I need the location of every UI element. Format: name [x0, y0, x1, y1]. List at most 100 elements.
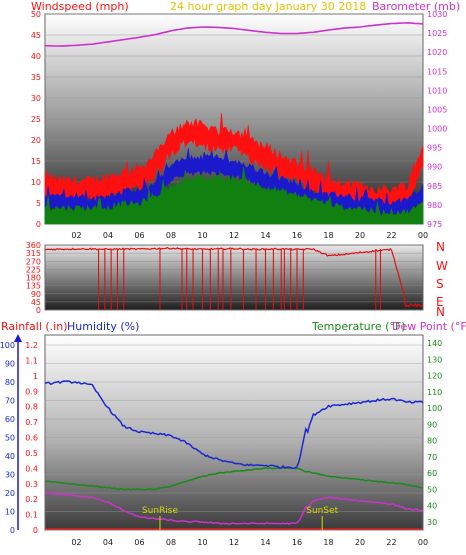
temperature-tick-label: 90 [427, 420, 437, 429]
wind-series [44, 21, 424, 225]
humidity-x-tick-label: 20 [355, 538, 365, 547]
wind-tick-label: 45 [31, 31, 41, 40]
humidity-x-tick-label: 10 [197, 538, 207, 547]
humidity-tick-label: 30 [5, 471, 15, 480]
barometer-tick-label: 995 [427, 144, 442, 153]
wind-tick-label: 10 [31, 178, 41, 187]
rainfall-tick-label: 0.9 [25, 387, 38, 396]
barometer-tick-label: 985 [427, 182, 442, 191]
humidity-plot-background [44, 334, 424, 531]
wind-tick-label: 25 [31, 115, 41, 124]
barometer-tick-label: 1000 [427, 125, 447, 134]
direction-tick-label: 90 [31, 290, 41, 299]
rainfall-axis-arrow [14, 334, 22, 342]
wind-tick-label: 50 [31, 10, 41, 19]
temperature-axis-title: Temperature (°F) [311, 320, 406, 333]
rainfall-tick-label: 0.3 [25, 480, 38, 489]
humidity-tick-label: 20 [5, 489, 15, 498]
humidity-series: SunRise SunSet [44, 380, 424, 530]
humidity-panel: 0 0.1 0.2 0.3 0.4 0.5 0.6 0.7 0.8 0.9 1 1.1 1.2 0 10 2… [0, 320, 466, 547]
wind-x-tick-label: 20 [355, 231, 365, 240]
barometer-series [44, 21, 424, 47]
temperature-axis-ticks: 30 40 50 60 70 80 90 100 110 120 130 140 [427, 339, 442, 527]
humidity-x-tick-label: 18 [323, 538, 333, 547]
wind-x-tick-label: 04 [103, 231, 113, 240]
humidity-tick-label: 70 [5, 397, 15, 406]
barometer-axis-title: Barometer (mb) [372, 0, 460, 13]
wind-x-tick-label: 08 [166, 231, 176, 240]
direction-tick-label: 180 [26, 274, 41, 283]
direction-grid [45, 244, 423, 311]
temperature-tick-label: 60 [427, 469, 437, 478]
windspeed-axis-title: Windspeed (mph) [31, 0, 129, 13]
rainfall-tick-label: 0.6 [25, 434, 38, 443]
temperature-tick-label: 40 [427, 502, 437, 511]
barometer-tick-label: 1005 [427, 105, 447, 114]
temperature-tick-label: 30 [427, 518, 437, 527]
humidity-tick-label: 50 [5, 434, 15, 443]
dewpoint-axis-title: Dew Point (°F) [392, 320, 466, 333]
temperature-tick-label: 100 [427, 404, 442, 413]
chart-date-title: 24 hour graph day January 30 2018 [170, 0, 366, 13]
direction-tick-label: 360 [26, 241, 41, 250]
wind-tick-label: 35 [31, 73, 41, 82]
rainfall-tick-label: 1.2 [25, 341, 38, 350]
wind-low-series [44, 166, 424, 225]
wind-x-tick-label: 12 [229, 231, 239, 240]
humidity-grid [45, 344, 423, 531]
humidity-series [44, 380, 424, 469]
direction-letter-n-top: N [436, 240, 445, 254]
wind-x-tick-label: 16 [292, 231, 302, 240]
barometer-tick-label: 1030 [427, 10, 447, 19]
humidity-x-tick-label: 02 [71, 538, 81, 547]
barometer-tick-label: 1015 [427, 67, 447, 76]
temperature-tick-label: 130 [427, 355, 442, 364]
humidity-x-ticks: 02 04 06 08 10 12 14 16 18 20 22 00 [71, 538, 428, 547]
temperature-tick-label: 80 [427, 437, 437, 446]
direction-tick-label: 270 [26, 257, 41, 266]
wind-tick-label: 40 [31, 52, 41, 61]
barometer-tick-label: 1020 [427, 48, 447, 57]
humidity-x-tick-label: 16 [292, 538, 302, 547]
direction-tick-label: 0 [36, 306, 41, 315]
temperature-series [44, 467, 424, 491]
direction-letter-e: E [436, 295, 444, 309]
humidity-tick-label: 10 [5, 508, 15, 517]
direction-series [44, 246, 424, 310]
wind-tick-label: 0 [36, 220, 41, 229]
wind-x-tick-label: 10 [197, 231, 207, 240]
wind-x-ticks: 02 04 06 08 10 12 14 16 18 20 22 00 [71, 231, 428, 240]
rainfall-tick-label: 0.5 [25, 449, 38, 458]
wind-tick-label: 30 [31, 94, 41, 103]
rainfall-axis-title: Rainfall (.in) [1, 320, 68, 333]
barometer-tick-label: 980 [427, 201, 442, 210]
temperature-tick-label: 70 [427, 453, 437, 462]
direction-tick-label: 45 [31, 298, 41, 307]
wind-direction-series [44, 246, 424, 308]
rainfall-tick-label: 0 [33, 526, 38, 535]
wind-axis-ticks: 0 5 10 15 20 25 30 35 40 45 50 [31, 10, 41, 229]
direction-letter-s: S [436, 277, 444, 291]
wind-x-tick-label: 14 [260, 231, 270, 240]
barometer-tick-label: 1025 [427, 29, 447, 38]
humidity-tick-label: 40 [5, 452, 15, 461]
rainfall-tick-label: 0.4 [25, 464, 38, 473]
barometer-axis-ticks: 975 980 985 990 995 1000 1005 1010 1015 1020 1025 1… [427, 10, 447, 229]
humidity-x-tick-label: 06 [134, 538, 144, 547]
humidity-axis-ticks: 0 10 20 30 40 50 60 70 80 90 100 [0, 341, 15, 535]
humidity-x-tick-label: 12 [229, 538, 239, 547]
rainfall-axis-ticks: 0 0.1 0.2 0.3 0.4 0.5 0.6 0.7 0.8 0.9 1 1.1 1.2 [25, 341, 38, 535]
dewpoint-series [44, 491, 424, 525]
humidity-x-tick-label: 00 [418, 538, 428, 547]
humidity-x-tick-label: 14 [260, 538, 270, 547]
wind-x-tick-label: 18 [323, 231, 333, 240]
humidity-x-tick-label: 08 [166, 538, 176, 547]
temperature-tick-label: 140 [427, 339, 442, 348]
rainfall-tick-label: 1 [33, 372, 38, 381]
barometer-tick-label: 975 [427, 220, 442, 229]
rainfall-tick-label: 0.1 [25, 511, 38, 520]
wind-x-tick-label: 22 [386, 231, 396, 240]
humidity-tick-label: 90 [5, 360, 15, 369]
